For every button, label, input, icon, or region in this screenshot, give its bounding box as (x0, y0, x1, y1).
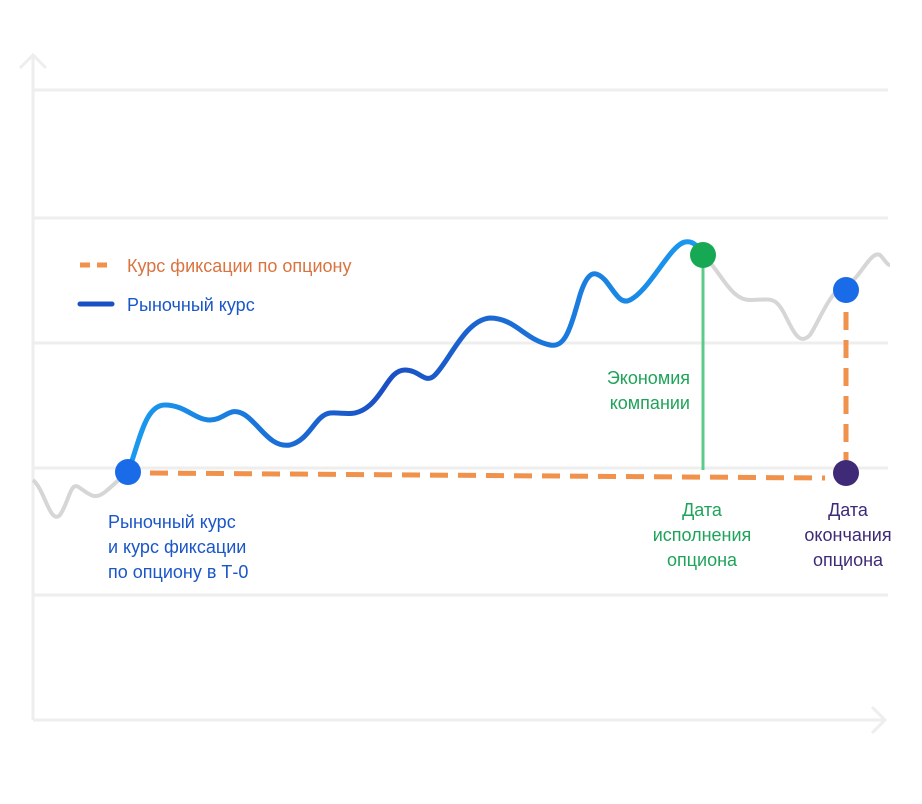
exercise-annotation: Дата исполнения опциона (653, 500, 752, 570)
annotation-line: опциона (813, 550, 884, 570)
strike-line (149, 470, 826, 481)
annotation-line: Дата (682, 500, 723, 520)
expiry-point (833, 460, 859, 486)
annotation-line: Дата (828, 500, 869, 520)
annotation-line: Рыночный курс (108, 512, 236, 532)
axes (18, 52, 888, 735)
annotation-line: компании (610, 393, 690, 413)
market-curve (125, 239, 706, 475)
annotation-line: окончания (804, 525, 891, 545)
start-annotation: Рыночный курс и курс фиксации по опциону… (108, 512, 248, 582)
annotation-line: по опциону в Т-0 (108, 562, 248, 582)
legend-label: Рыночный курс (127, 295, 255, 315)
market-end-point (833, 277, 859, 303)
exercise-point (690, 242, 716, 268)
savings-annotation: Экономия компании (607, 368, 690, 413)
market-curve-before (31, 470, 130, 519)
start-point (115, 459, 141, 485)
legend-label: Курс фиксации по опциону (127, 256, 352, 276)
expiry-annotation: Дата окончания опциона (804, 500, 891, 570)
market-curve-after (701, 252, 891, 341)
annotation-line: и курс фиксации (108, 537, 246, 557)
annotation-line: Экономия (607, 368, 690, 388)
annotation-line: исполнения (653, 525, 752, 545)
x-arrow (870, 705, 888, 735)
annotation-line: опциона (667, 550, 738, 570)
y-arrow (18, 52, 48, 70)
